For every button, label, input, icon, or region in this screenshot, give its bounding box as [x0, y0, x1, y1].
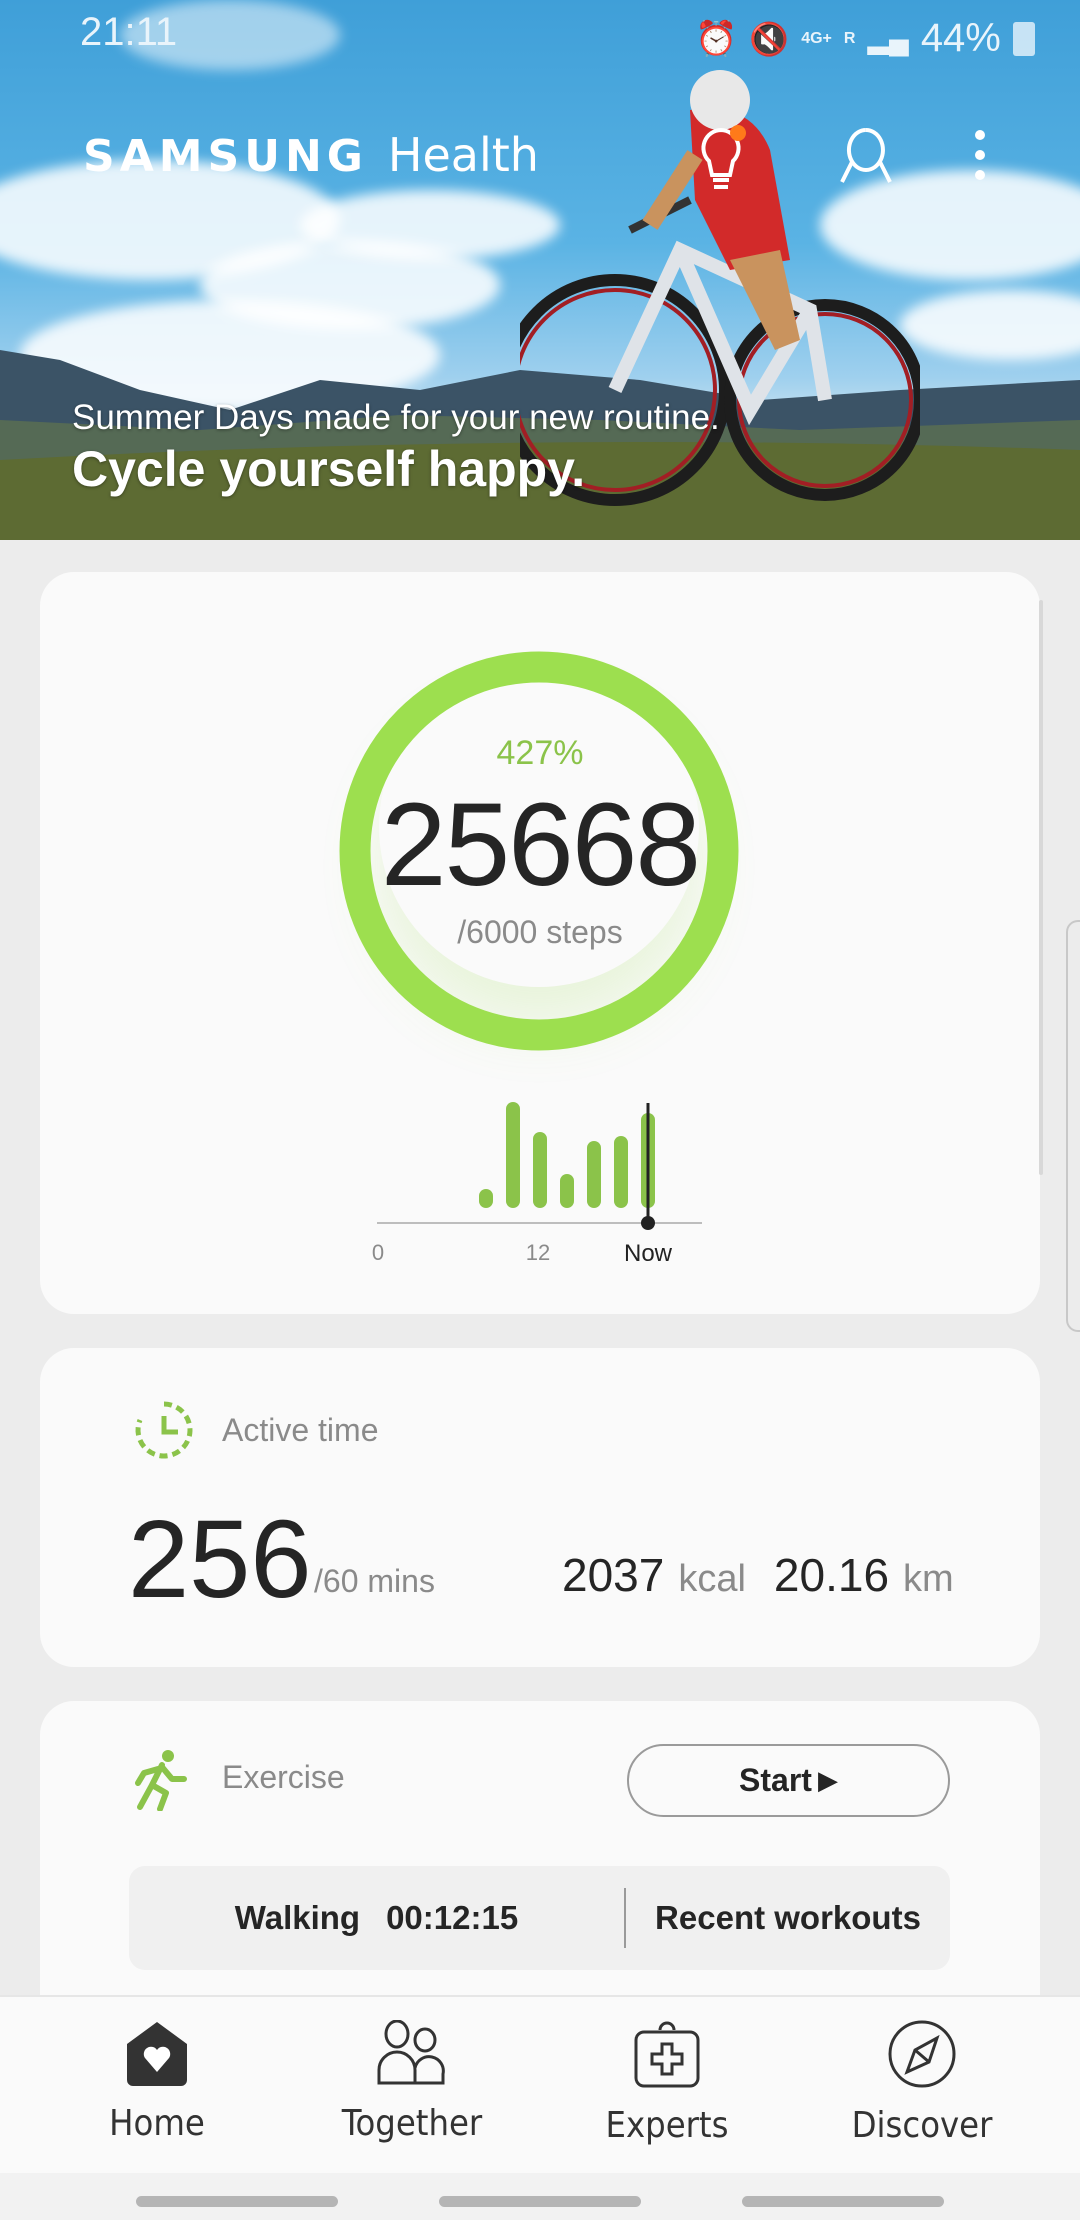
battery-icon: [1012, 21, 1035, 56]
chart-bar: [587, 1141, 601, 1208]
status-time: 21:11: [80, 10, 178, 54]
tick-label-12: 12: [525, 1240, 551, 1265]
recents-button[interactable]: [136, 2196, 338, 2207]
battery-text: 44%: [920, 16, 1001, 60]
tick-label-0: 0: [371, 1240, 385, 1265]
last-workout[interactable]: Walking 00:12:15: [234, 1899, 519, 1936]
signal-icon: ▂▄: [867, 23, 909, 54]
active-time-card[interactable]: Active time 256 /60 mins 2037 kcal 20.16…: [40, 1348, 1040, 1667]
mute-icon: 🔇: [749, 20, 790, 57]
roaming-label: R: [843, 29, 856, 47]
landscape-image: [0, 350, 1080, 540]
nav-experts[interactable]: Experts: [532, 2020, 802, 2146]
people-icon: [377, 2019, 445, 2085]
home-system-button[interactable]: [439, 2196, 641, 2207]
start-exercise-button[interactable]: Start ▶: [627, 1744, 950, 1817]
kcal-value: 2037: [562, 1549, 665, 1601]
divider: [624, 1888, 626, 1948]
distance-unit: km: [903, 1558, 954, 1600]
nav-together[interactable]: Together: [277, 2019, 547, 2144]
scrollbar[interactable]: [1039, 600, 1043, 1175]
status-icons: ⏰ 🔇 4G+ R ▂▄ 44%: [695, 16, 1035, 61]
chart-bar: [506, 1102, 520, 1208]
steps-goal: /6000 steps: [457, 914, 623, 950]
kcal-unit: kcal: [678, 1558, 746, 1600]
alarm-icon: ⏰: [695, 19, 738, 58]
more-options-icon[interactable]: [975, 130, 985, 180]
steps-percent: 427%: [496, 734, 584, 772]
exercise-label: Exercise: [222, 1759, 345, 1795]
running-icon: [135, 1750, 187, 1811]
banner-title: Cycle yourself happy.: [72, 441, 586, 497]
nav-home[interactable]: Home: [22, 2020, 292, 2144]
banner-subtitle: Summer Days made for your new routine.: [72, 398, 720, 437]
workout-summary-box: Walking 00:12:15 Recent workouts: [129, 1866, 950, 1970]
network-label: 4G+: [801, 29, 832, 47]
active-time-label: Active time: [222, 1412, 379, 1448]
active-time-icon: [135, 1401, 193, 1459]
promo-banner[interactable]: 21:11 ⏰ 🔇 4G+ R ▂▄ 44% SAMSUNG Health Su…: [0, 0, 1080, 540]
home-heart-icon: [127, 2022, 187, 2086]
now-marker-dot: [641, 1216, 655, 1230]
medical-kit-icon: [634, 2021, 700, 2088]
distance-value: 20.16: [773, 1549, 890, 1601]
chart-bar: [533, 1132, 547, 1208]
compass-icon: [888, 2020, 956, 2088]
back-button[interactable]: [742, 2196, 944, 2207]
edge-panel-handle[interactable]: [1066, 920, 1080, 1332]
hourly-steps-chart: [377, 1102, 702, 1230]
steps-progress-ring: [339, 651, 739, 1051]
tips-lightbulb-icon[interactable]: [696, 125, 746, 195]
nav-discover[interactable]: Discover: [787, 2020, 1057, 2146]
play-icon: ▶: [817, 1765, 838, 1795]
active-time-value: 256: [128, 1498, 312, 1621]
chart-bar: [479, 1189, 493, 1208]
chart-bar: [614, 1136, 628, 1208]
recent-workouts-button[interactable]: Recent workouts: [655, 1899, 921, 1936]
steps-card[interactable]: 427% 25668 /6000 steps 0 12 Now: [40, 572, 1040, 1314]
app-logo: SAMSUNG Health: [83, 128, 539, 182]
cyclist-image: [520, 70, 920, 506]
tick-label-now: Now: [623, 1240, 672, 1267]
chart-bar: [560, 1174, 574, 1208]
active-time-goal: /60 mins: [314, 1563, 435, 1599]
profile-icon[interactable]: [838, 126, 894, 186]
steps-count: 25668: [380, 779, 701, 911]
